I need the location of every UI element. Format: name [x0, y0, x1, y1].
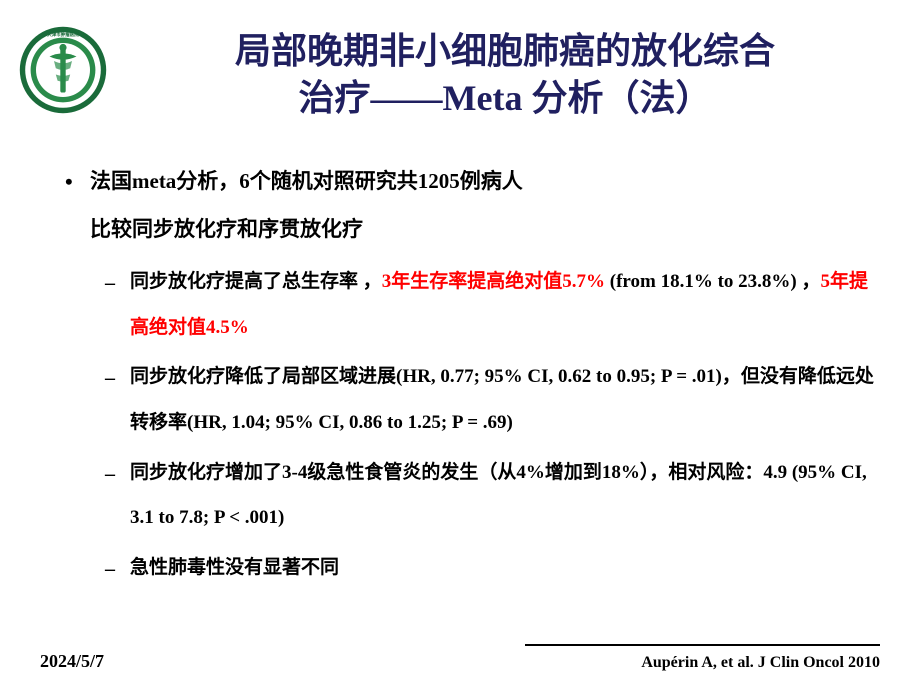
citation-text: Aupérin A, et al. J Clin Oncol 2010: [525, 654, 880, 672]
institution-logo: 天津市肿瘤医院: [18, 25, 108, 115]
sub-bullet-1: 同步放化疗提高了总生存率 ，3年生存率提高绝对值5.7% (from 18.1%…: [60, 259, 875, 350]
sub-bullet-3: 同步放化疗增加了3-4级急性食管炎的发生（从4%增加到18%），相对风险：4.9…: [60, 450, 875, 541]
content-area: 法国meta分析，6个随机对照研究共1205例病人 比较同步放化疗和序贯放化疗 …: [30, 157, 890, 591]
sub3-text: 同步放化疗增加了3-4级急性食管炎的发生（从4%增加到18%），相对风险：4.9…: [130, 462, 867, 529]
sub1-part2: (from 18.1% to 23.8%) ，: [605, 271, 820, 292]
title-line-2: 治疗——Meta 分析（法）: [299, 78, 712, 118]
main-bullet-line1: 法国meta分析，6个随机对照研究共1205例病人: [90, 169, 523, 193]
citation-block: Aupérin A, et al. J Clin Oncol 2010: [525, 644, 880, 672]
main-bullet: 法国meta分析，6个随机对照研究共1205例病人 比较同步放化疗和序贯放化疗: [60, 157, 875, 254]
sub2-text: 同步放化疗降低了局部区域进展(HR, 0.77; 95% CI, 0.62 to…: [130, 366, 874, 433]
sub1-part1: 同步放化疗提高了总生存率 ，: [130, 271, 382, 292]
svg-text:天津市肿瘤医院: 天津市肿瘤医院: [47, 31, 79, 38]
footer-date: 2024/5/7: [40, 651, 104, 672]
sub-bullet-2: 同步放化疗降低了局部区域进展(HR, 0.77; 95% CI, 0.62 to…: [60, 354, 875, 445]
slide-container: 天津市肿瘤医院 局部晚期非小细胞肺癌的放化综合 治疗——Meta 分析（法） 法…: [0, 0, 920, 690]
footer: 2024/5/7 Aupérin A, et al. J Clin Oncol …: [0, 644, 920, 672]
slide-title: 局部晚期非小细胞肺癌的放化综合 治疗——Meta 分析（法）: [120, 28, 890, 122]
sub1-red1: 3年生存率提高绝对值5.7%: [382, 271, 605, 292]
sub4-text: 急性肺毒性没有显著不同: [130, 557, 339, 578]
sub-bullet-4: 急性肺毒性没有显著不同: [60, 545, 875, 591]
citation-divider: [525, 644, 880, 646]
title-line-1: 局部晚期非小细胞肺癌的放化综合: [235, 31, 775, 71]
main-bullet-line2: 比较同步放化疗和序贯放化疗: [90, 217, 363, 241]
